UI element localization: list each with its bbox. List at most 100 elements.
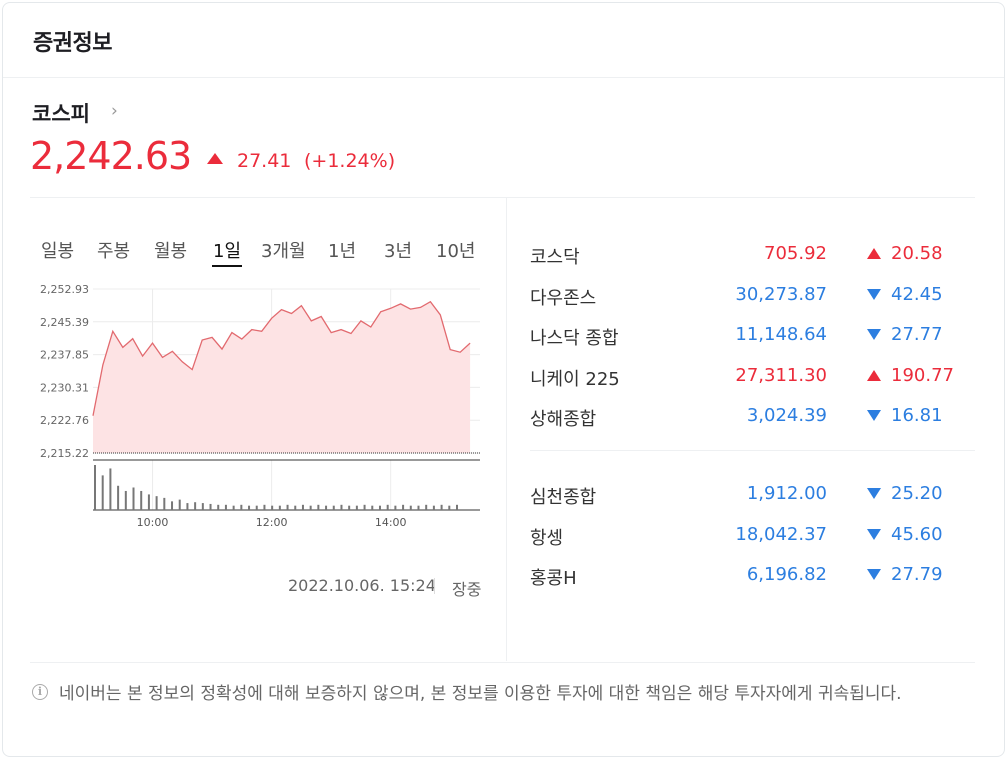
index-row[interactable]: 심천종합 1,912.00 25.20 [530,483,960,513]
index-row[interactable]: 상해종합 3,024.39 16.81 [530,405,960,435]
volume-bar [163,497,166,510]
info-circle-icon: i [32,684,48,700]
volume-bar [101,475,104,510]
up-arrow-icon [867,369,881,381]
index-name[interactable]: 다우존스 [530,287,597,309]
volume-bar [348,505,351,510]
index-row[interactable]: 홍콩H 6,196.82 27.79 [530,564,960,594]
main-index-rate: (+1.24%) [304,150,396,172]
timestamp: 2022.10.06. 15:24 [288,576,436,595]
index-change: 190.77 [891,364,954,386]
divider [30,197,975,198]
volume-bar [440,504,443,510]
main-index-value: 2,242.63 [30,134,192,178]
y-tick-label: 2,215.22 [40,447,89,460]
volume-bar [448,505,451,510]
volume-bar [224,504,227,510]
volume-bar [271,505,274,510]
volume-bar [340,504,343,510]
index-change: 16.81 [891,405,943,426]
index-row[interactable]: 다우존스 30,273.87 42.45 [530,284,960,314]
volume-bar [140,490,143,510]
index-name[interactable]: 홍콩H [530,568,577,589]
volume-bar [425,504,428,510]
volume-bar [147,494,150,510]
tab-period[interactable]: 1년 [328,241,357,262]
index-row[interactable]: 나스닥 종합 11,148.64 27.77 [530,324,960,354]
volume-bar [155,496,158,510]
index-name[interactable]: 코스닥 [530,247,580,268]
volume-bar [117,485,120,510]
index-value: 11,148.64 [735,324,827,345]
index-name[interactable]: 나스닥 종합 [530,328,619,349]
divider [30,662,975,663]
index-name[interactable]: 심천종합 [530,487,597,508]
volume-bar [94,465,96,510]
down-arrow-icon [867,288,881,300]
index-value: 3,024.39 [746,405,827,426]
tab-period[interactable]: 월봉 [154,241,188,262]
tab-period[interactable]: 주봉 [97,241,131,262]
divider [530,450,975,451]
index-change: 27.77 [891,324,943,345]
main-index-change: 27.41 [237,150,292,172]
index-name[interactable]: 항셍 [530,527,564,549]
index-value: 705.92 [764,243,827,264]
index-value: 6,196.82 [746,564,827,585]
volume-bar [456,504,458,510]
volume-bar [186,503,189,510]
volume-bar [171,501,174,510]
tab-period[interactable]: 1일 [211,237,243,267]
index-row[interactable]: 코스닥 705.92 20.58 [530,243,960,273]
market-status: 장중 [452,580,482,599]
volume-bar [209,503,212,510]
x-tick-label: 10:00 [137,516,169,529]
volume-bar [378,505,381,510]
y-tick-label: 2,222.76 [40,414,89,427]
volume-bar [109,468,112,510]
x-tick-label: 14:00 [375,516,407,529]
y-tick-label: 2,237.85 [40,349,89,362]
tab-period[interactable]: 3개월 [261,241,306,262]
volume-bar [386,504,389,510]
main-index-name[interactable]: 코스피 [32,102,90,126]
y-tick-label: 2,245.39 [40,316,89,329]
index-value: 27,311.30 [735,364,827,386]
index-row[interactable]: 니케이 225 27,311.30 190.77 [530,365,960,395]
volume-bar [132,487,135,510]
index-change: 45.60 [891,523,943,545]
up-arrow-icon [207,153,223,164]
volume-bar [363,504,366,510]
volume-bar [278,505,281,510]
volume-bar [417,505,420,510]
y-tick-label: 2,230.31 [40,381,89,394]
volume-bar [124,490,127,510]
up-arrow-icon [867,248,881,259]
tab-period[interactable]: 3년 [384,241,413,262]
index-value: 18,042.37 [735,523,827,545]
tab-period[interactable]: 일봉 [41,241,75,262]
index-name[interactable]: 니케이 225 [530,368,620,390]
down-arrow-icon [867,569,881,580]
volume-bar [402,504,405,510]
vertical-divider [506,197,507,661]
x-tick-label: 12:00 [256,516,288,529]
index-value: 30,273.87 [735,283,827,305]
index-name[interactable]: 상해종합 [530,409,597,430]
index-change: 27.79 [891,564,943,585]
down-arrow-icon [867,488,881,499]
down-arrow-icon [867,329,881,340]
chevron-right-icon[interactable]: › [111,101,118,121]
price-line [92,300,471,416]
down-arrow-icon [867,528,881,540]
index-row[interactable]: 항셍 18,042.37 45.60 [530,524,960,554]
volume-bar [371,505,374,510]
volume-bar [394,505,397,510]
volume-bar [286,504,289,510]
y-tick-label: 2,252.93 [40,283,89,296]
index-change: 20.58 [891,243,943,264]
volume-bar [317,504,320,510]
volume-bar [409,505,412,510]
volume-bar [255,505,258,510]
tab-period[interactable]: 10년 [436,241,476,262]
